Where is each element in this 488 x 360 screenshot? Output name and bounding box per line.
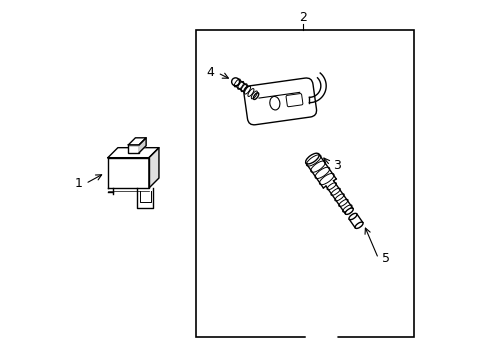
Ellipse shape [305,153,319,164]
Bar [196,30,413,337]
Text: 5: 5 [381,252,389,265]
Polygon shape [149,148,159,188]
Ellipse shape [354,222,362,229]
FancyBboxPatch shape [285,94,302,107]
Ellipse shape [348,213,356,220]
Ellipse shape [231,78,239,86]
Ellipse shape [345,208,352,215]
Text: 4: 4 [206,66,214,79]
Polygon shape [128,138,146,145]
Polygon shape [108,158,149,188]
FancyBboxPatch shape [244,78,316,125]
Polygon shape [139,138,146,153]
Text: 2: 2 [299,11,307,24]
Text: 1: 1 [74,177,82,190]
Ellipse shape [253,93,258,99]
Text: 3: 3 [333,159,341,172]
Polygon shape [108,148,159,158]
Bar [128,145,139,153]
